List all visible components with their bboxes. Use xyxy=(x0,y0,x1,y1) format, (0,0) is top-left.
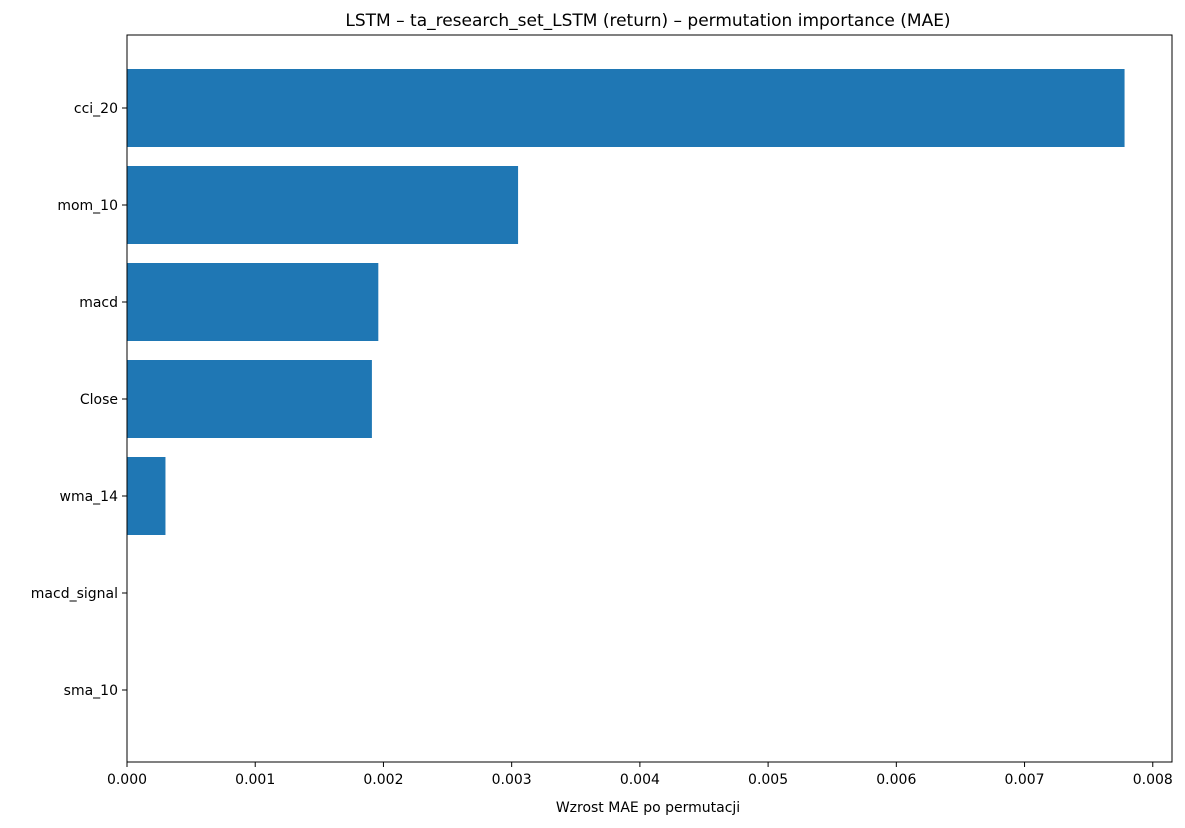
x-tick-label: 0.006 xyxy=(876,772,916,788)
x-axis-ticks: 0.000 0.001 0.002 0.003 0.004 0.005 0.006 0.007… xyxy=(107,762,1173,788)
x-tick-label: 0.008 xyxy=(1133,772,1173,788)
chart-title: LSTM – ta_research_set_LSTM (return) – p… xyxy=(345,11,950,31)
y-tick-label: wma_14 xyxy=(60,489,119,505)
x-axis-label: Wzrost MAE po permutacji xyxy=(556,800,740,816)
bar-mom-10 xyxy=(127,166,519,244)
x-tick-label: 0.005 xyxy=(748,772,788,788)
bar-cci-20 xyxy=(127,69,1125,147)
x-tick-label: 0.000 xyxy=(107,772,147,788)
y-tick-label: mom_10 xyxy=(57,198,118,214)
x-tick-label: 0.002 xyxy=(363,772,403,788)
y-tick-label: macd xyxy=(79,295,118,311)
y-tick-label: sma_10 xyxy=(64,683,118,699)
x-tick-label: 0.001 xyxy=(235,772,275,788)
bar-close xyxy=(127,360,372,438)
bars-group xyxy=(127,69,1125,535)
bar-macd xyxy=(127,263,379,341)
bar-wma-14 xyxy=(127,457,166,535)
y-tick-label: Close xyxy=(80,392,118,408)
x-tick-label: 0.003 xyxy=(492,772,532,788)
plot-frame xyxy=(126,34,1173,763)
y-tick-label: macd_signal xyxy=(31,586,118,602)
y-tick-label: cci_20 xyxy=(74,101,118,117)
x-tick-label: 0.004 xyxy=(620,772,660,788)
x-tick-label: 0.007 xyxy=(1004,772,1044,788)
